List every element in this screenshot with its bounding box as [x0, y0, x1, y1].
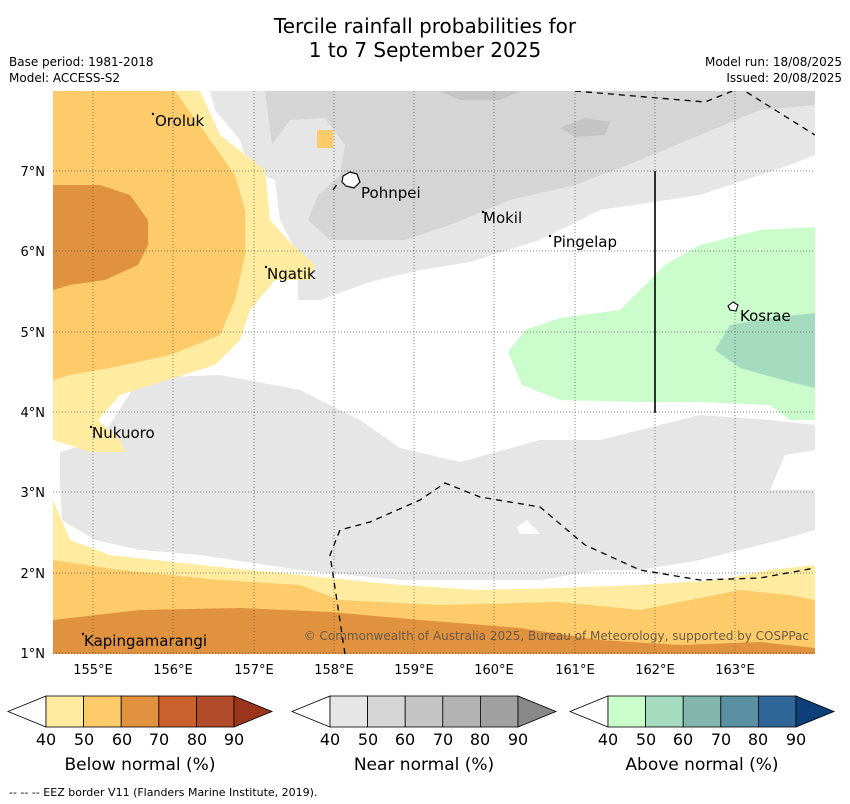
colorbar-cell: [645, 695, 684, 728]
colorbar-tick: 50: [357, 730, 379, 749]
colorbar-tick: 40: [35, 730, 57, 749]
near-normal-region-top-patch: [440, 91, 520, 100]
colorbar-tick: 80: [186, 730, 208, 749]
colorbar-cell: [758, 695, 797, 728]
colorbar-high-extension: [517, 695, 558, 728]
near-normal-gap: [517, 520, 540, 534]
colorbar-above-normal: [568, 695, 836, 728]
near-normal-region-dark-patch: [560, 118, 610, 137]
lon-tick-label: 156°E: [153, 663, 193, 678]
lon-tick-label: 161°E: [555, 663, 595, 678]
lon-tick-label: 162°E: [635, 663, 675, 678]
lon-tick-label: 158°E: [314, 663, 354, 678]
colorbar-near-label: Near normal (%): [353, 755, 495, 775]
colorbar-cell: [367, 695, 406, 728]
place-label-ngatik: Ngatik: [267, 265, 316, 283]
colorbar-above-label: Above normal (%): [625, 755, 779, 775]
colorbar-tick: 90: [785, 730, 807, 749]
colorbar-cell: [607, 695, 646, 728]
colorbar-tick: 60: [111, 730, 133, 749]
colorbar-low-extension: [568, 695, 609, 728]
colorbar-cell: [682, 695, 722, 728]
colorbar-below-normal: [6, 695, 274, 728]
lat-tick-label: 5°N: [21, 326, 46, 341]
lat-tick-label: 1°N: [21, 647, 46, 662]
copyright-text: © Commonwealth of Australia 2025, Bureau…: [304, 629, 809, 643]
kosrae-island-outline: [727, 301, 739, 312]
colorbar-tick: 80: [469, 730, 491, 749]
map-fields: [53, 91, 815, 654]
colorbar-tick: 70: [710, 730, 732, 749]
colorbar-tick: 70: [148, 730, 170, 749]
colorbar-tick: 40: [597, 730, 619, 749]
colorbar-tick: 90: [223, 730, 245, 749]
lat-tick-label: 4°N: [21, 406, 46, 421]
pohnpei-island-outline: [341, 171, 361, 189]
lat-tick-label: 2°N: [21, 567, 46, 582]
near-normal-region-south: [60, 375, 815, 580]
place-label-oroluk: Oroluk: [155, 112, 204, 130]
below-normal-region-west-dark: [53, 185, 148, 290]
colorbar-below-label: Below normal (%): [64, 755, 216, 775]
colorbar-near-normal: [290, 695, 558, 728]
colorbar-tick: 60: [672, 730, 694, 749]
near-normal-region-north-mid: [265, 91, 815, 240]
colorbar-tick: 50: [635, 730, 657, 749]
colorbar-tick: 40: [319, 730, 341, 749]
below-normal-region-west: [53, 91, 245, 380]
colorbar-tick: 70: [432, 730, 454, 749]
place-label-pohnpei: Pohnpei: [361, 184, 421, 202]
island-dots: [81, 112, 552, 636]
colorbar-cell: [158, 695, 197, 728]
title-line1: Tercile rainfall probabilities for: [273, 14, 577, 38]
lon-tick-label: 163°E: [715, 663, 755, 678]
below-normal-patch: [317, 130, 333, 148]
colorbar-high-extension: [795, 695, 836, 728]
issued-date: Issued: 20/08/2025: [726, 71, 842, 85]
lon-tick-label: 155°E: [73, 663, 113, 678]
lon-tick-label: 157°E: [234, 663, 274, 678]
colorbar-cell: [45, 695, 84, 728]
place-label-mokil: Mokil: [483, 209, 522, 227]
colorbar-low-extension: [290, 695, 331, 728]
lon-tick-label: 160°E: [474, 663, 514, 678]
model-name: Model: ACCESS-S2: [9, 71, 121, 85]
colorbar-cell: [720, 695, 759, 728]
below-normal-region-south-dark: [53, 608, 815, 654]
place-label-pingelap: Pingelap: [553, 233, 617, 251]
colorbar-tick: 60: [394, 730, 416, 749]
above-normal-region-east: [508, 227, 815, 420]
place-label-nukuoro: Nukuoro: [92, 424, 155, 442]
eez-footer-note: -- -- -- EEZ border V11 (Flanders Marine…: [9, 786, 318, 799]
colorbar-cell: [479, 695, 519, 728]
colorbar-cell: [195, 695, 235, 728]
base-period: Base period: 1981-2018: [9, 55, 154, 69]
title-line2: 1 to 7 September 2025: [308, 38, 542, 62]
colorbar-tick: 50: [73, 730, 95, 749]
lat-tick-label: 7°N: [21, 165, 46, 180]
colorbar-tick: 90: [507, 730, 529, 749]
colorbar-cell: [442, 695, 481, 728]
model-run: Model run: 18/08/2025: [704, 55, 842, 69]
colorbar-cell: [329, 695, 368, 728]
lat-tick-label: 6°N: [21, 245, 46, 260]
colorbar-cell: [83, 695, 122, 728]
lat-tick-label: 3°N: [21, 486, 46, 501]
colorbar-low-extension: [6, 695, 47, 728]
lon-tick-label: 159°E: [394, 663, 434, 678]
place-label-kapingamarangi: Kapingamarangi: [84, 632, 207, 650]
colorbar-tick: 80: [747, 730, 769, 749]
colorbar-cell: [120, 695, 160, 728]
eez-border: [329, 91, 815, 654]
place-label-kosrae: Kosrae: [740, 307, 791, 325]
colorbar-high-extension: [233, 695, 274, 728]
colorbar-cell: [404, 695, 444, 728]
